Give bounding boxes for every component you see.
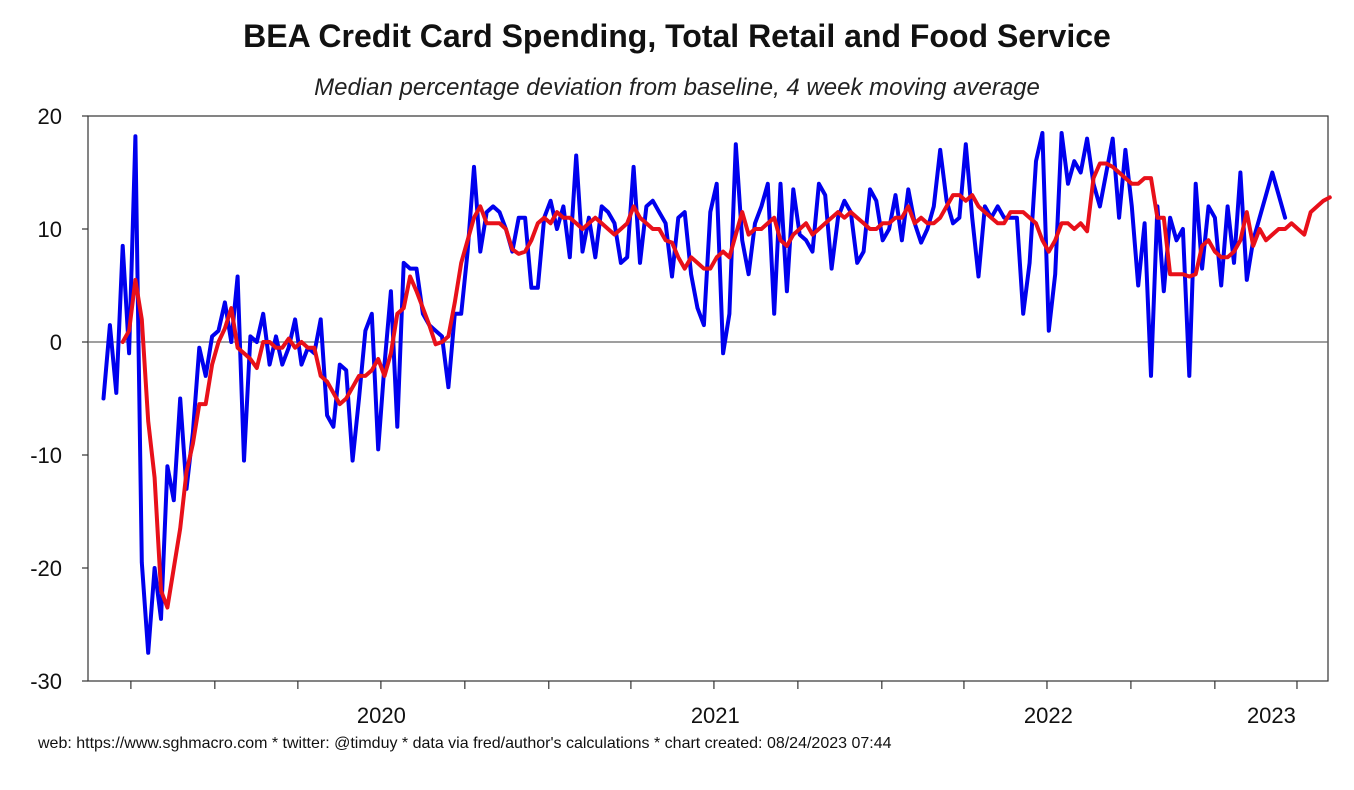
footer-credits: web: https://www.sghmacro.com * twitter:… bbox=[38, 735, 892, 752]
y-tick-label: 0 bbox=[50, 330, 62, 355]
x-tick-label: 2021 bbox=[691, 703, 740, 728]
x-tick-label: 2023 bbox=[1247, 703, 1296, 728]
weekly-series-line bbox=[101, 131, 1288, 655]
y-tick-label: 10 bbox=[38, 217, 62, 242]
y-tick-label: -20 bbox=[30, 556, 62, 581]
chart-title: BEA Credit Card Spending, Total Retail a… bbox=[243, 18, 1111, 54]
plot-border bbox=[87, 115, 1329, 682]
x-tick-label: 2020 bbox=[357, 703, 406, 728]
y-tick-label: -30 bbox=[30, 669, 62, 694]
chart-subtitle: Median percentage deviation from baselin… bbox=[314, 74, 1040, 101]
x-tick-label: 2022 bbox=[1024, 703, 1073, 728]
moving-average-line bbox=[120, 161, 1332, 610]
y-tick-label: 20 bbox=[38, 104, 62, 129]
y-tick-label: -10 bbox=[30, 443, 62, 468]
